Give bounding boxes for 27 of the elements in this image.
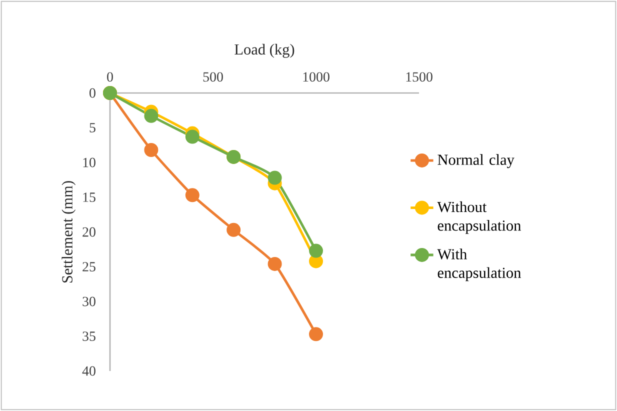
x-tick-label: 0 — [107, 72, 113, 82]
point — [185, 130, 200, 144]
y-tick-label: 25 — [82, 262, 96, 272]
y-tick-label: 35 — [82, 332, 96, 341]
point — [308, 327, 324, 342]
point — [268, 170, 282, 185]
legend-label: Normal clay — [438, 154, 514, 168]
point — [185, 188, 200, 202]
y-tick-label: 40 — [82, 366, 96, 376]
point — [144, 108, 158, 123]
legend-label: Without encapsulation — [437, 201, 521, 234]
y-tick-label: 15 — [83, 192, 96, 202]
point — [268, 256, 282, 271]
x-tick-label: 1000 — [303, 72, 330, 82]
point — [144, 142, 158, 157]
y-tick-label: 30 — [82, 296, 96, 306]
x-tick-label: 500 — [203, 72, 223, 82]
y-tick-label: 0 — [90, 88, 96, 98]
x-axis-title: Load (kg) — [234, 44, 294, 58]
point — [308, 244, 324, 258]
x-tick-label: 1500 — [406, 72, 432, 82]
legend-label: With encapsulation — [437, 248, 521, 282]
y-axis-title: Settlement (mm) — [62, 181, 76, 283]
y-tick-label: 10 — [83, 158, 96, 168]
y-tick-label: 20 — [82, 227, 96, 237]
point — [226, 222, 241, 237]
y-tick-label: 5 — [90, 123, 96, 132]
